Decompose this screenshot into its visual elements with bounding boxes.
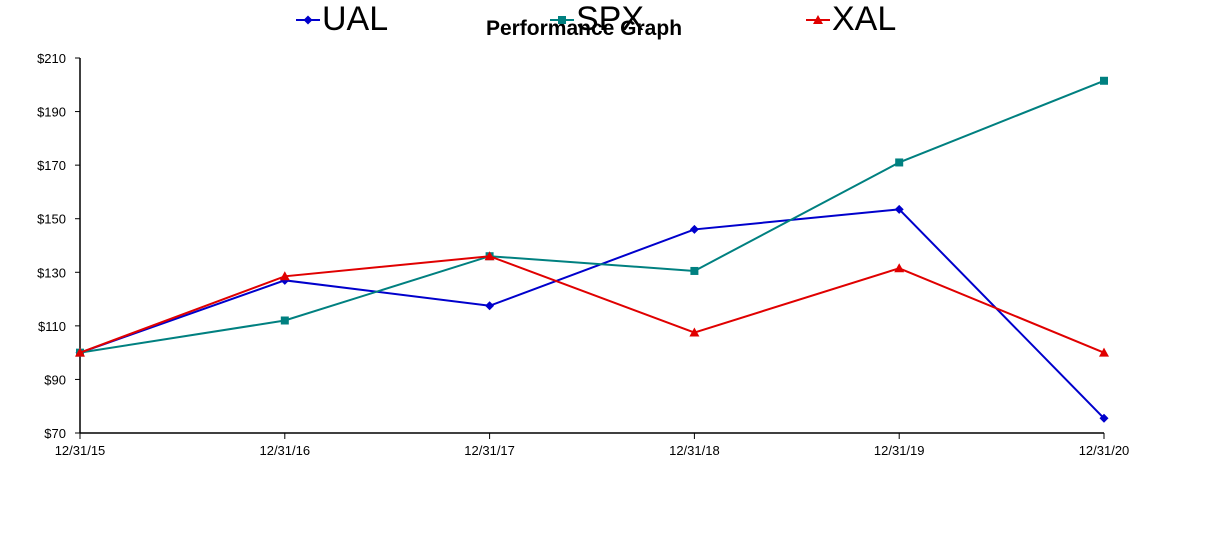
data-point-spx: [280, 316, 289, 325]
series-xal: [75, 251, 1109, 357]
data-point-spx: [895, 158, 904, 167]
data-point-xal: [484, 251, 495, 261]
data-point-ual: [1099, 413, 1109, 423]
series-layer: [75, 76, 1109, 423]
series-line-spx: [79, 79, 1105, 354]
series-spx: [76, 76, 1108, 357]
data-point-ual: [689, 224, 699, 234]
y-tick-label: $130: [37, 265, 66, 280]
x-tick-label: 12/31/20: [1079, 443, 1130, 458]
x-tick-label: 12/31/19: [874, 443, 925, 458]
x-tick-label: 12/31/17: [464, 443, 515, 458]
legend-swatch-marker: [558, 15, 566, 24]
series-ual: [75, 204, 1109, 423]
legend-item-spx: SPX: [550, 0, 644, 39]
legend-swatch-xal: [806, 14, 830, 24]
legend-swatch-spx: [550, 15, 574, 24]
axes: [79, 58, 1104, 434]
legend-swatch-marker: [813, 14, 823, 24]
series-line-xal: [79, 255, 1105, 354]
legend-label-ual: UAL: [322, 0, 389, 38]
y-tick-label: $150: [37, 212, 66, 227]
x-axis-ticks: 12/31/15 12/31/16 12/31/17 12/31/18 12/31/19…: [55, 433, 1130, 458]
data-point-ual: [485, 301, 495, 311]
y-tick-label: $210: [37, 51, 66, 66]
data-point-xal: [689, 327, 700, 337]
data-point-xal: [1099, 347, 1109, 357]
y-tick-label: $110: [38, 319, 66, 334]
x-tick-label: 12/31/18: [669, 443, 720, 458]
data-point-ual: [894, 204, 904, 214]
legend-label-xal: XAL: [832, 0, 897, 38]
series-line-ual: [79, 208, 1105, 419]
legend-label-spx: SPX: [576, 0, 645, 38]
data-point-xal: [75, 347, 85, 357]
y-tick-label: $90: [44, 372, 66, 387]
data-point-spx: [1100, 76, 1108, 85]
legend-swatch-ual: [296, 15, 320, 24]
chart-title: Performance Graph: [485, 17, 683, 40]
x-tick-label: 12/31/16: [259, 443, 310, 458]
data-point-xal: [279, 271, 290, 281]
y-tick-label: $70: [44, 426, 66, 441]
y-tick-label: $170: [37, 158, 66, 173]
data-point-xal: [894, 263, 905, 273]
x-tick-label: 12/31/15: [55, 443, 106, 458]
legend-swatch-marker: [303, 15, 313, 24]
data-point-spx: [690, 266, 699, 275]
y-axis-ticks: $70 $90 $110 $130 $150 $170 $190 $210: [37, 51, 80, 441]
legend-item-ual: UAL: [296, 0, 388, 39]
y-tick-label: $190: [37, 105, 66, 120]
legend-item-xal: XAL: [806, 0, 896, 39]
